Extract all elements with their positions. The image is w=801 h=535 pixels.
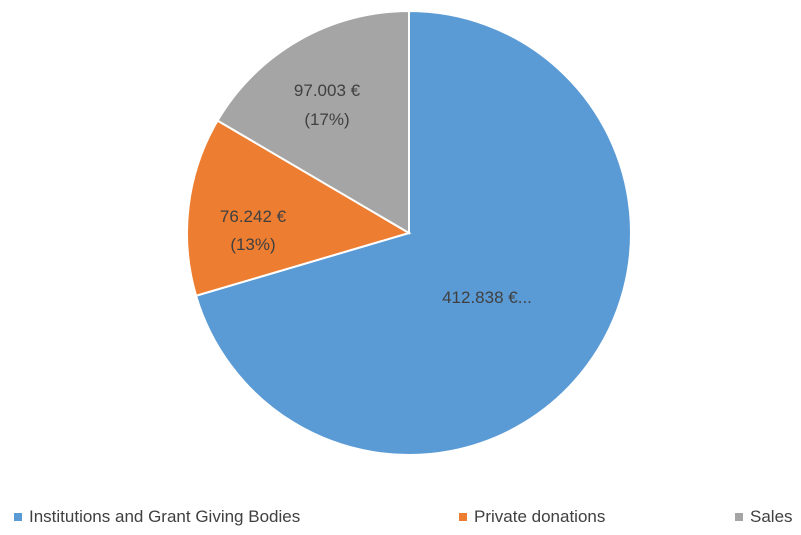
slice-sales — [216, 9, 410, 235]
legend-swatch-sales — [735, 513, 743, 521]
legend-label-sales: Sales — [750, 507, 793, 526]
slice-label-private-donations-value: 76.242 € — [220, 207, 287, 226]
legend-item-institutions: Institutions and Grant Giving Bodies — [14, 507, 300, 527]
legend-swatch-private-donations — [459, 513, 467, 521]
legend-swatch-institutions — [14, 513, 22, 521]
slice-label-private-donations-percent: (13%) — [230, 235, 275, 254]
legend-label-private-donations: Private donations — [474, 507, 606, 526]
slice-institutions — [194, 9, 632, 456]
legend-item-sales: Sales — [735, 507, 793, 527]
pie-slices — [186, 9, 632, 456]
slice-label-sales-value: 97.003 € — [294, 81, 361, 100]
legend-label-institutions: Institutions and Grant Giving Bodies — [29, 507, 301, 526]
slice-label-institutions: 412.838 €... — [442, 288, 532, 307]
slice-private-donations — [186, 119, 412, 297]
legend-item-private-donations: Private donations — [459, 507, 605, 527]
slice-label-sales-percent: (17%) — [304, 110, 349, 129]
legend: Institutions and Grant Giving Bodies Pri… — [0, 507, 801, 533]
